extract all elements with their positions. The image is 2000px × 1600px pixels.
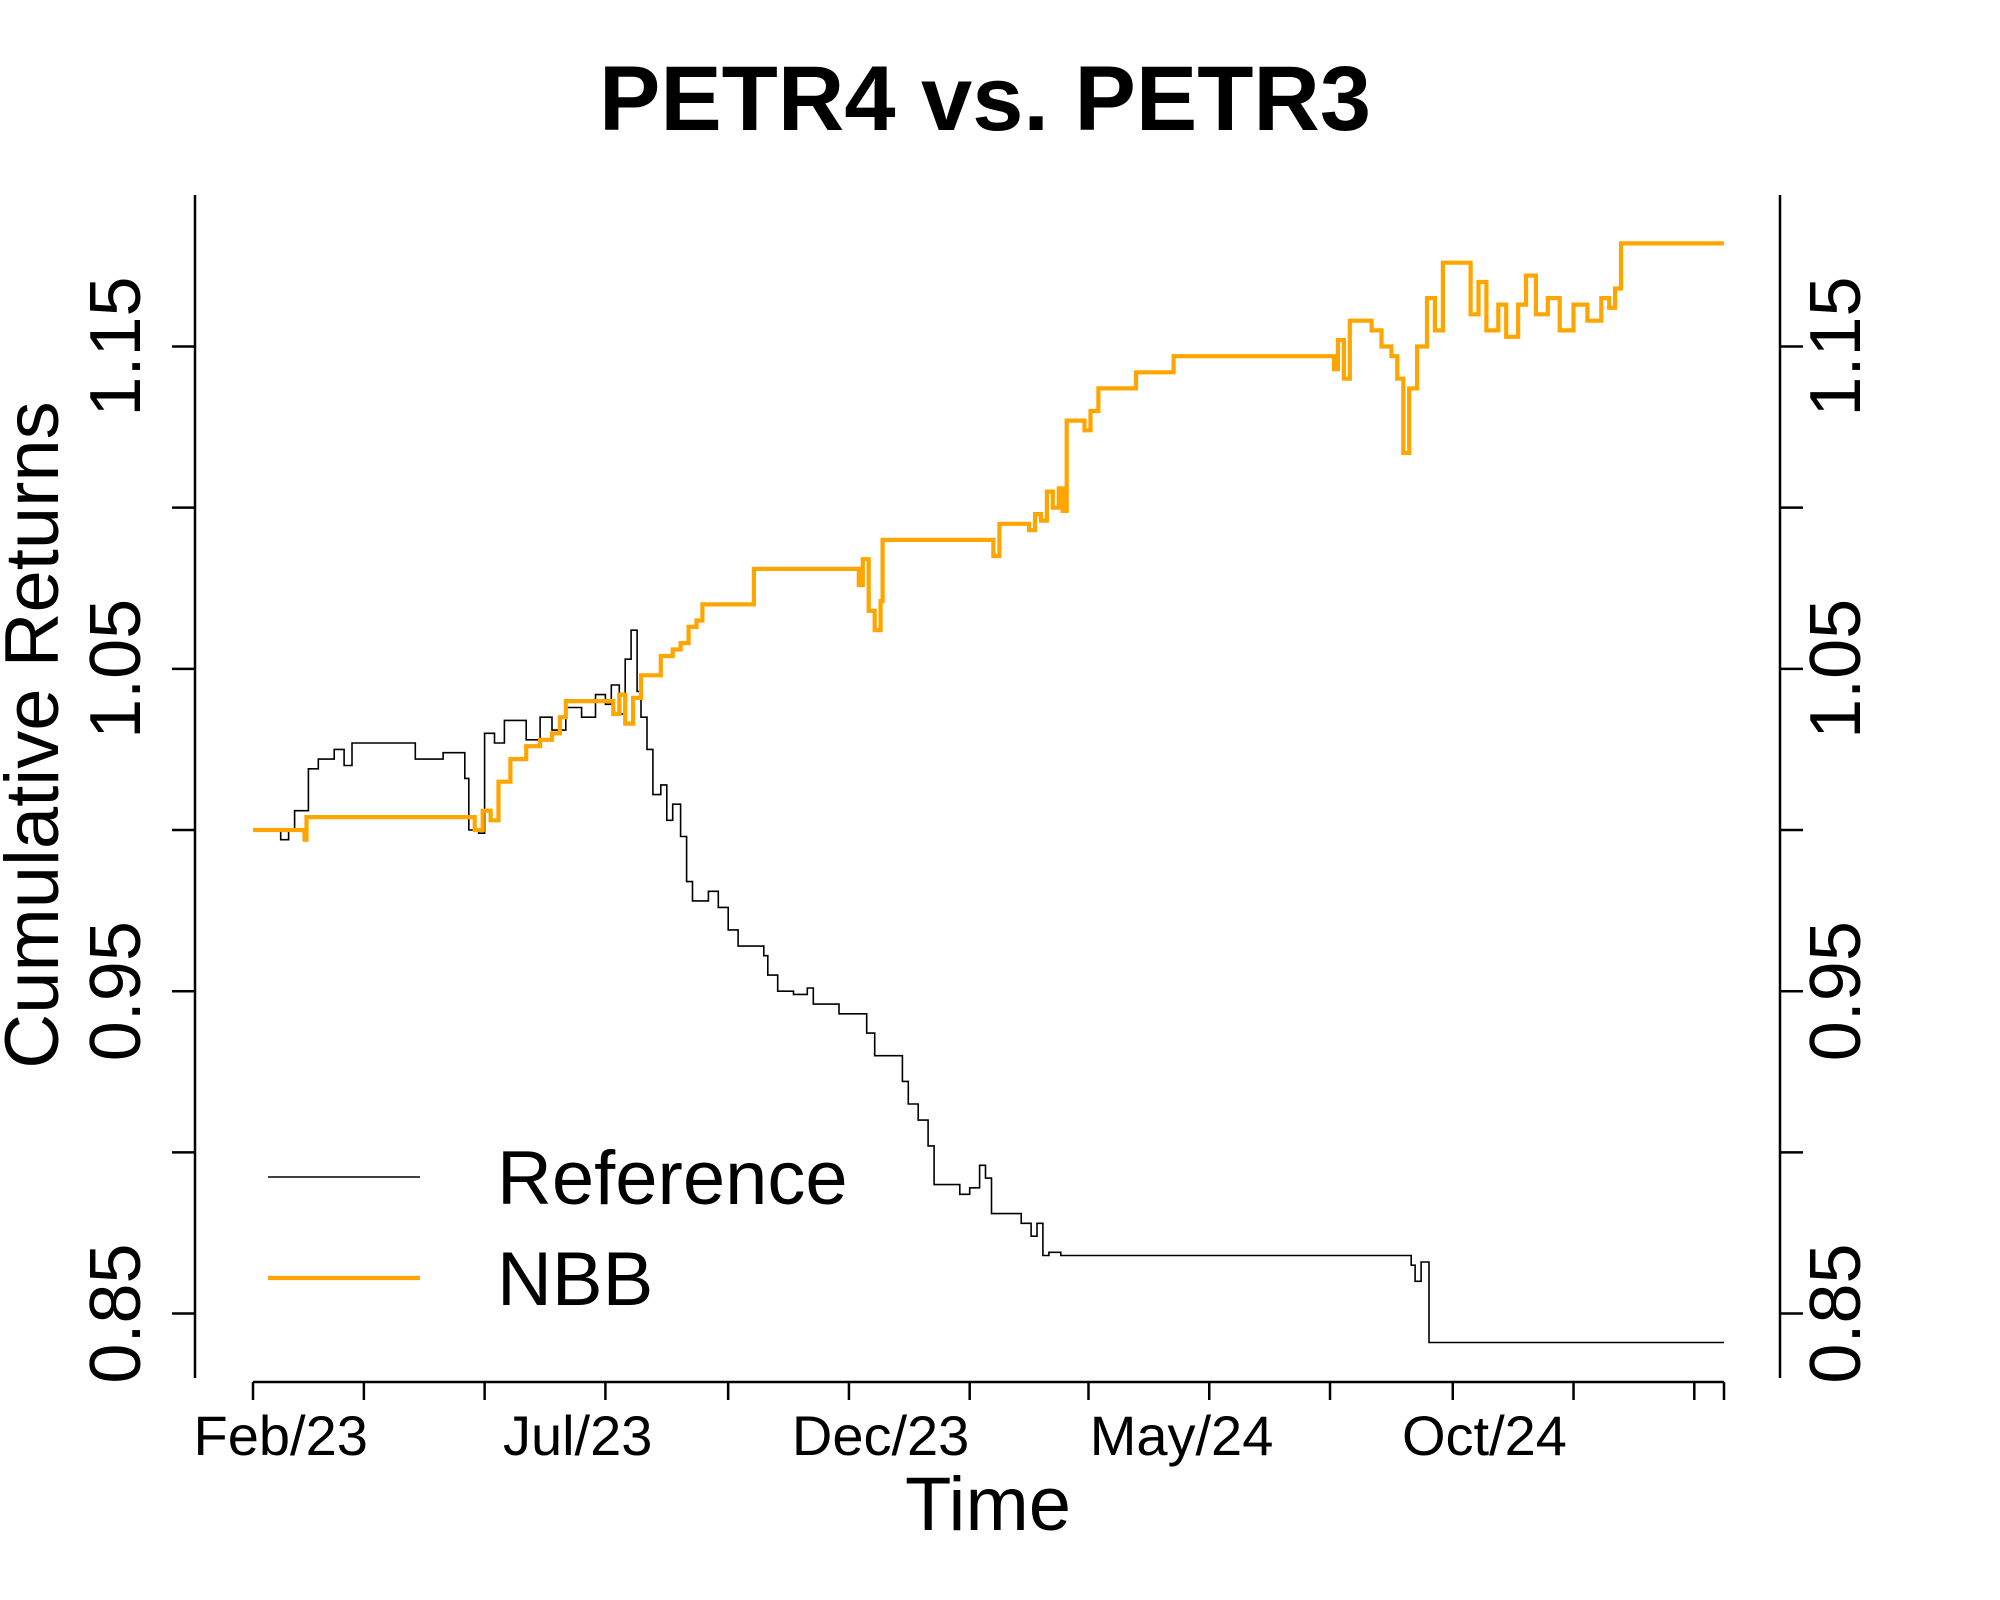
chart-title: PETR4 vs. PETR3 xyxy=(599,48,1371,150)
axes xyxy=(193,195,1782,1384)
legend: Reference NBB xyxy=(268,1136,848,1322)
y-tick-label-left: 1.15 xyxy=(76,276,156,416)
y-tick-label-right: 1.05 xyxy=(1796,599,1876,739)
x-tick-label: May/24 xyxy=(1090,1404,1274,1467)
y-tick-label-right: 0.85 xyxy=(1796,1243,1876,1383)
x-tick-label: Dec/23 xyxy=(792,1404,969,1467)
x-tick-label: Oct/24 xyxy=(1402,1404,1567,1467)
y-axis-right-ticks: 0.85 0.95 1.05 1.15 xyxy=(1780,276,1876,1384)
x-axis-title: Time xyxy=(905,1462,1071,1547)
y-axis-left-ticks: 0.85 0.95 1.05 1.15 xyxy=(76,276,195,1384)
series-line-reference xyxy=(278,629,1724,1344)
x-axis-ticks: Feb/23 Jul/23 Dec/23 May/24 Oct/24 xyxy=(194,1382,1726,1467)
x-tick-label: Jul/23 xyxy=(503,1404,652,1467)
x-tick-label: Feb/23 xyxy=(194,1404,368,1467)
legend-label-nbb: NBB xyxy=(497,1237,653,1322)
y-tick-label-left: 0.85 xyxy=(76,1243,156,1383)
y-tick-label-left: 1.05 xyxy=(76,599,156,739)
plot-lines xyxy=(253,241,1724,1344)
y-tick-label-right: 0.95 xyxy=(1796,921,1876,1061)
y-axis-title: Cumulative Returns xyxy=(0,401,75,1068)
series-line-nbb xyxy=(253,241,1724,842)
legend-label-reference: Reference xyxy=(497,1136,848,1221)
y-tick-label-right: 1.15 xyxy=(1796,276,1876,416)
y-tick-label-left: 0.95 xyxy=(76,921,156,1061)
